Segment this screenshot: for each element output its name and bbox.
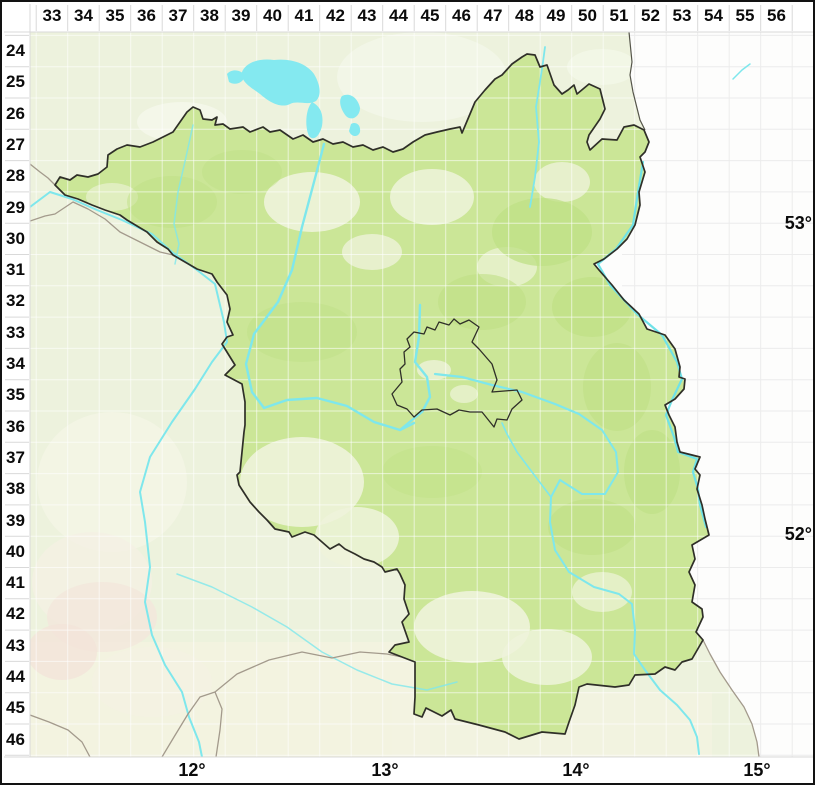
grid-column-label: 40 xyxy=(263,6,282,25)
lake-shape xyxy=(227,59,361,139)
grid-row-label: 36 xyxy=(6,416,25,436)
grid-row-label: 40 xyxy=(6,541,25,561)
terrain-pink-patch xyxy=(30,624,97,680)
grid-column-label: 47 xyxy=(483,6,503,25)
map-area xyxy=(30,32,813,757)
grid-column-label: 51 xyxy=(609,6,629,25)
grid-column-label: 33 xyxy=(42,6,62,25)
map-grid-lines xyxy=(30,32,813,757)
grid-row-label: 39 xyxy=(6,510,25,530)
grid-column-label: 48 xyxy=(515,6,534,25)
grid-column-label: 34 xyxy=(74,6,93,25)
terrain-pale-patch xyxy=(92,647,212,717)
grid-column-label: 55 xyxy=(735,6,755,25)
oder-border-north-line xyxy=(628,32,646,131)
grid-column-label: 52 xyxy=(641,6,660,25)
grid-column-label: 44 xyxy=(389,6,408,25)
grid-row-label: 31 xyxy=(6,260,25,280)
grid-row-label: 29 xyxy=(6,197,25,217)
grid-row-label: 46 xyxy=(6,729,25,749)
terrain-pale-patch xyxy=(37,412,187,552)
grid-row-label: 25 xyxy=(6,72,25,92)
berlin-border-outline xyxy=(391,318,523,428)
grid-row-label: 28 xyxy=(6,166,25,186)
grid-column-label: 37 xyxy=(168,6,188,25)
grid-row-label: 24 xyxy=(6,41,25,60)
grid-column-label: 54 xyxy=(704,6,723,25)
grid-row-label: 42 xyxy=(6,604,25,624)
region-east-white xyxy=(594,32,813,757)
latitude-label: 53° xyxy=(784,213,812,233)
grid-column-label: 56 xyxy=(767,6,786,25)
grid-column-label: 43 xyxy=(357,6,377,25)
longitude-label: 14° xyxy=(562,760,590,780)
grid-column-label: 35 xyxy=(105,6,125,25)
grid-column-label: 38 xyxy=(200,6,219,25)
longitude-label: 12° xyxy=(178,760,206,780)
grid-row-label: 38 xyxy=(6,479,25,499)
grid-row-label: 43 xyxy=(6,635,25,655)
grid-row-label: 41 xyxy=(6,573,25,593)
grid-row-label: 37 xyxy=(6,447,25,467)
longitude-label: 15° xyxy=(743,760,771,780)
grid-column-label: 49 xyxy=(546,6,566,25)
terrain-pale-patch xyxy=(337,32,507,122)
grid-row-label: 45 xyxy=(6,698,25,718)
grid-row-label: 34 xyxy=(6,354,25,373)
label-strip-lines xyxy=(4,4,813,758)
grid-column-label: 41 xyxy=(294,6,314,25)
latitude-label: 52° xyxy=(784,524,812,544)
grid-row-label: 44 xyxy=(6,667,25,686)
longitude-label: 13° xyxy=(371,760,399,780)
grid-column-label: 53 xyxy=(672,6,692,25)
grid-row-label: 30 xyxy=(6,228,25,248)
grid-row-label: 26 xyxy=(6,103,25,123)
grid-row-label: 27 xyxy=(6,134,25,154)
grid-row-label: 35 xyxy=(6,385,25,405)
grid-column-label: 36 xyxy=(137,6,156,25)
grid-column-label: 46 xyxy=(452,6,471,25)
grid-row-label: 32 xyxy=(6,291,25,311)
grid-column-label: 50 xyxy=(578,6,597,25)
grid-column-label: 39 xyxy=(231,6,251,25)
grid-column-label: 42 xyxy=(326,6,345,25)
grid-column-label: 45 xyxy=(420,6,440,25)
state-border-outline xyxy=(54,53,710,740)
grid-row-label: 33 xyxy=(6,322,25,342)
neighbor-border-line xyxy=(30,163,760,757)
